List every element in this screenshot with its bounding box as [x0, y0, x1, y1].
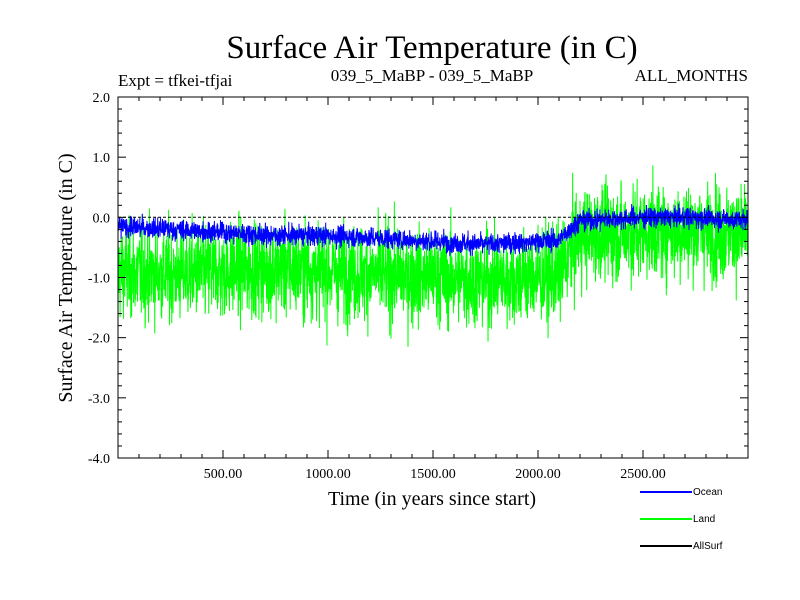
y-tick-label: 0.0: [93, 211, 111, 226]
legend: Ocean Land AllSurf: [640, 487, 723, 552]
legend-label-ocean: Ocean: [693, 487, 722, 498]
y-tick-label: -3.0: [88, 392, 110, 407]
legend-label-allsurf: AllSurf: [693, 541, 723, 552]
legend-label-land: Land: [693, 514, 715, 525]
y-tick-label: 1.0: [93, 151, 111, 166]
x-tick-label: 2500.00: [620, 467, 666, 482]
x-tick-label: 1000.00: [305, 467, 351, 482]
x-tick-label: 1500.00: [410, 467, 456, 482]
y-axis-label: Surface Air Temperature (in C): [55, 153, 77, 402]
chart-subtitle-left: Expt = tfkei-tfjai: [118, 71, 233, 90]
y-axis: -4.0 -3.0 -2.0 -1.0 0.0 1.0 2.0: [88, 91, 748, 467]
chart-subtitle-right: ALL_MONTHS: [635, 66, 748, 85]
x-axis-label: Time (in years since start): [328, 488, 536, 510]
y-tick-label: -4.0: [88, 452, 110, 467]
x-axis: 500.00 1000.00 1500.00 2000.00 2500.00: [138, 97, 728, 482]
y-tick-label: -2.0: [88, 332, 110, 347]
chart-subtitle-center: 039_5_MaBP - 039_5_MaBP: [331, 66, 533, 85]
x-tick-label: 2000.00: [515, 467, 561, 482]
x-tick-label: 500.00: [204, 467, 243, 482]
y-tick-label: -1.0: [88, 272, 110, 287]
chart-title: Surface Air Temperature (in C): [226, 30, 637, 66]
series-line-ocean: [117, 203, 749, 257]
series-line-land: [117, 165, 749, 347]
y-tick-label: 2.0: [93, 91, 111, 106]
plot-area: [117, 165, 749, 347]
